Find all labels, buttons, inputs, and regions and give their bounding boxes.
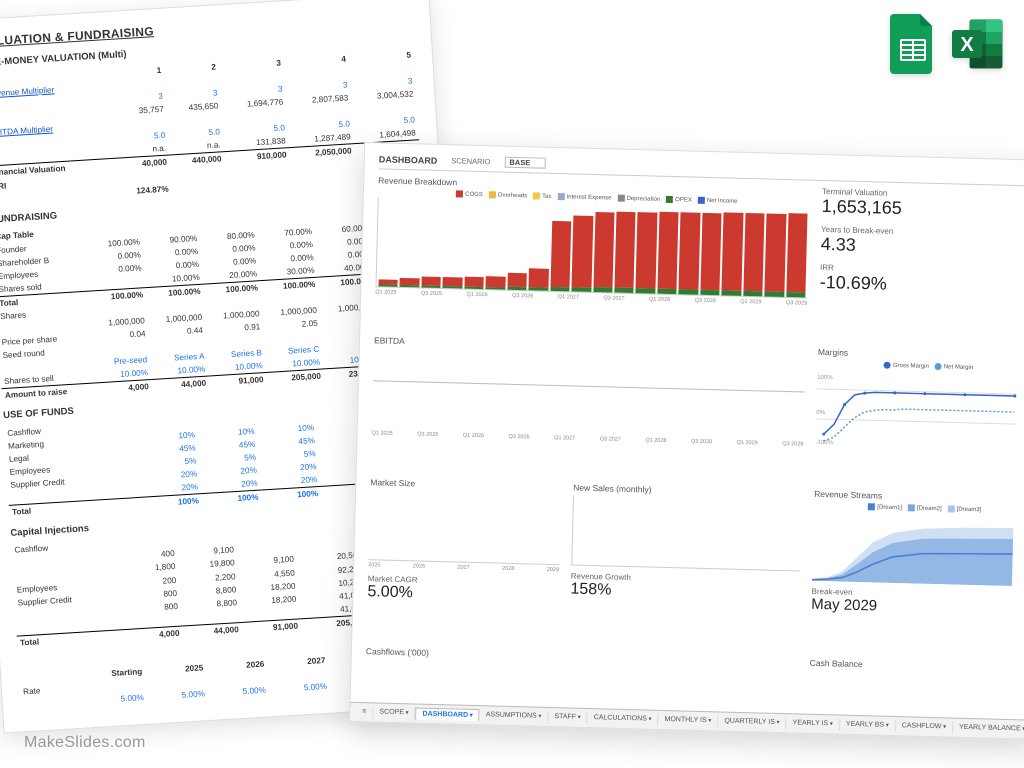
- ebitda-panel: EBITDA Q1 2025Q3 2025Q1 2026Q3 2026Q1 20…: [371, 335, 806, 480]
- margins-panel: Margins Gross MarginNet Margin 100% 0% -…: [815, 347, 1024, 486]
- tab-yearly bs[interactable]: YEARLY BS: [840, 719, 896, 732]
- tab-scope[interactable]: SCOPE: [373, 706, 416, 719]
- tab-calculations[interactable]: CALCULATIONS: [588, 712, 659, 726]
- tab-dashboard[interactable]: DASHBOARD: [415, 707, 479, 721]
- tab-staff[interactable]: STAFF: [548, 711, 588, 724]
- key-metrics: Terminal Valuation1,653,165 Years to Bre…: [818, 187, 1024, 344]
- market-size-panel: Market Size 20252026202720282029 Market …: [366, 477, 561, 644]
- premoney-table: 12345 Revenue Multiplier 33333 35,757435…: [0, 48, 422, 206]
- tab-assumptions[interactable]: ASSUMPTIONS: [480, 709, 549, 723]
- revenue-streams-panel: Revenue Streams [Dream1][Dream2][Dream3]…: [810, 488, 1024, 655]
- tab-quarterly is[interactable]: QUARTERLY IS: [718, 715, 787, 729]
- app-logos: X: [890, 14, 1006, 74]
- scenario-selector[interactable]: BASE: [504, 157, 545, 169]
- excel-icon: X: [950, 16, 1006, 72]
- new-sales-panel: New Sales (monthly) Revenue Growth 158%: [569, 482, 802, 650]
- scenario-label: SCENARIO: [451, 156, 490, 166]
- google-sheets-icon: [890, 14, 936, 74]
- svg-text:X: X: [960, 34, 974, 56]
- revenue-breakdown-panel: Revenue Breakdown COGSOverheadsTaxIntere…: [374, 175, 810, 338]
- dashboard-spreadsheet: DASHBOARD SCENARIO BASE Revenue Breakdow…: [349, 142, 1024, 740]
- svg-text:100%: 100%: [817, 375, 833, 381]
- market-sales-row: Market Size 20252026202720282029 Market …: [366, 477, 802, 650]
- margins-sparkline: 100% 0% -100%: [815, 369, 1024, 453]
- svg-text:0%: 0%: [816, 410, 825, 416]
- sheet-tabs: ≡SCOPEDASHBOARDASSUMPTIONSSTAFFCALCULATI…: [350, 702, 1024, 739]
- watermark: MakeSlides.com: [24, 734, 146, 752]
- tab-monthly is[interactable]: MONTHLY IS: [658, 714, 718, 728]
- tab-yearly balance[interactable]: YEARLY BALANCE: [953, 722, 1024, 736]
- dashboard-title: DASHBOARD: [379, 154, 438, 166]
- tab-yearly is[interactable]: YEARLY IS: [786, 717, 840, 730]
- streams-area: [812, 510, 1024, 586]
- tab-cashflow[interactable]: CASHFLOW: [896, 720, 954, 733]
